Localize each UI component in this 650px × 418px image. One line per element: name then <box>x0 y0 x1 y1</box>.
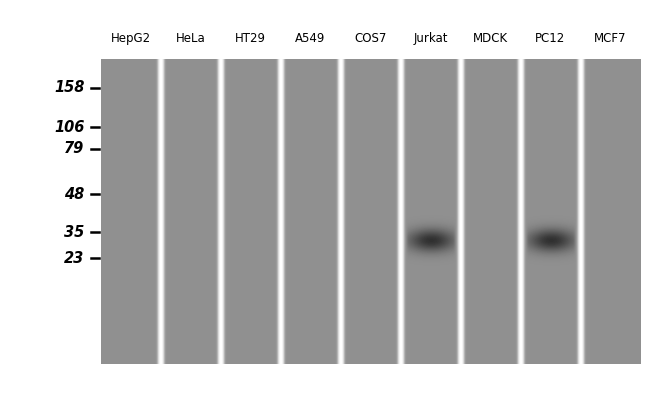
Text: A549: A549 <box>295 32 326 45</box>
Text: 158: 158 <box>54 80 84 95</box>
Text: MDCK: MDCK <box>473 32 508 45</box>
Text: 35: 35 <box>64 225 84 240</box>
Text: HeLa: HeLa <box>176 32 205 45</box>
Text: HepG2: HepG2 <box>111 32 151 45</box>
Text: PC12: PC12 <box>535 32 566 45</box>
Text: MCF7: MCF7 <box>594 32 627 45</box>
Text: 79: 79 <box>64 141 84 156</box>
Text: 48: 48 <box>64 187 84 202</box>
Text: HT29: HT29 <box>235 32 266 45</box>
Text: COS7: COS7 <box>354 32 387 45</box>
Text: Jurkat: Jurkat <box>413 32 448 45</box>
Text: 23: 23 <box>64 251 84 266</box>
Text: 106: 106 <box>54 120 84 135</box>
